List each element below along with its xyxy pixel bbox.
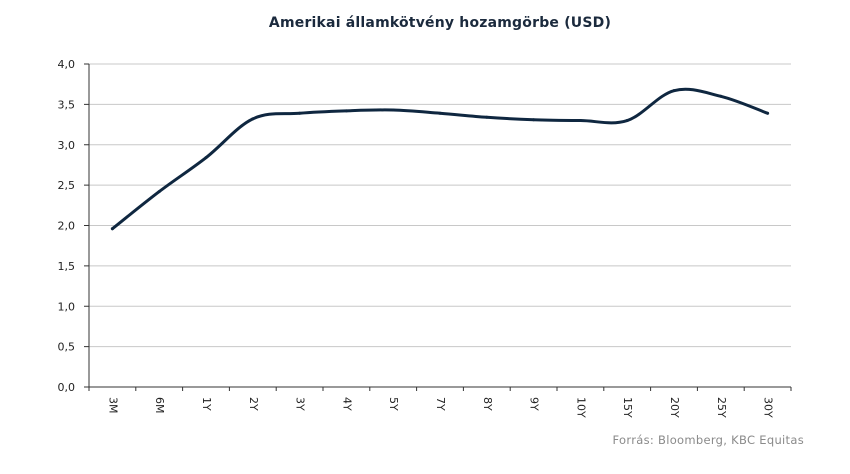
x-tick-label: 8Y [481, 397, 494, 411]
data-point [344, 109, 348, 113]
data-point [766, 111, 770, 115]
data-point [438, 111, 442, 115]
x-tick-label: 20Y [668, 397, 681, 418]
y-tick-label: 3,0 [58, 139, 76, 152]
data-point [204, 156, 208, 160]
y-tick-label: 1,0 [58, 300, 76, 313]
x-tick-labels: 3M 6M 1Y 2Y 3Y 4Y 5Y 7Y 8Y 9Y 10Y 15Y 20Y 25Y 30Y [106, 397, 774, 418]
x-tick-label: 6M [153, 397, 166, 414]
x-tick-label: 30Y [762, 397, 775, 418]
x-tick-label: 15Y [621, 397, 634, 418]
data-point [719, 94, 723, 98]
source-note: Forrás: Bloomberg, KBC Equitas [612, 433, 804, 447]
x-tick-label: 3M [106, 397, 119, 414]
data-point [625, 119, 629, 123]
data-point [485, 115, 489, 119]
data-point [532, 118, 536, 122]
y-tick-label: 4,0 [58, 58, 76, 71]
x-tick-label: 5Y [387, 397, 400, 411]
data-point [110, 227, 114, 231]
x-tick-label: 4Y [340, 397, 353, 411]
data-point [251, 117, 255, 121]
y-tick-label: 0,5 [58, 341, 76, 354]
x-tick-label: 10Y [574, 397, 587, 418]
data-point [578, 119, 582, 123]
axes [88, 64, 792, 391]
series [110, 87, 770, 231]
x-tick-label: 1Y [200, 397, 213, 411]
x-tick-label: 25Y [715, 397, 728, 418]
yield-curve-line [110, 87, 770, 231]
data-point [298, 111, 302, 115]
y-tick-label: 2,5 [58, 179, 76, 192]
y-tick-label: 2,0 [58, 220, 76, 233]
y-tick-label: 0,0 [58, 381, 76, 394]
y-tick-labels: 0,0 0,5 1,0 1,5 2,0 2,5 3,0 3,5 4,0 [58, 58, 76, 394]
x-tick-label: 2Y [247, 397, 260, 411]
data-point [672, 89, 676, 93]
data-point [157, 190, 161, 194]
y-tick-label: 1,5 [58, 260, 76, 273]
chart-title: Amerikai államkötvény hozamgörbe (USD) [268, 15, 612, 31]
x-tick-label: 9Y [528, 397, 541, 411]
y-tick-label: 3,5 [58, 98, 76, 111]
x-tick-label: 3Y [294, 397, 307, 411]
data-point [391, 108, 395, 112]
gridlines [84, 63, 791, 388]
x-tick-label: 7Y [434, 397, 447, 411]
